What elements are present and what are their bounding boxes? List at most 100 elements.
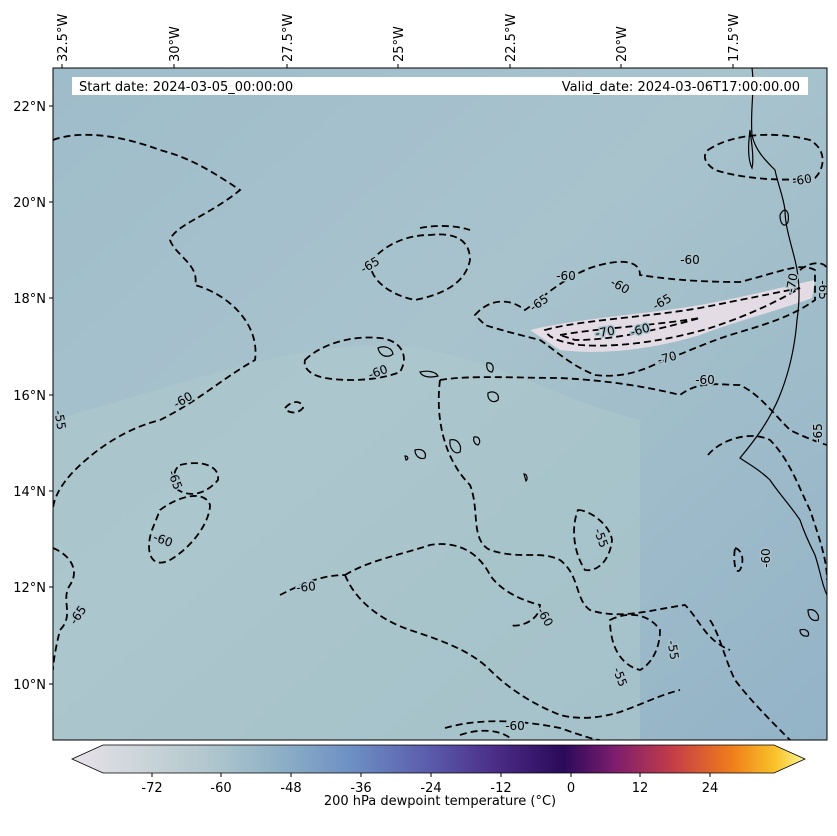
contour-line (53, 547, 75, 671)
island-outline (807, 609, 820, 622)
colorbar-tick-label: -36 (350, 781, 371, 796)
colorbar-tick-label: 24 (702, 781, 719, 796)
svg-text:-55: -55 (51, 409, 68, 431)
svg-text:-70: -70 (656, 349, 679, 368)
contour-line (344, 543, 541, 627)
colorbar-tick-label: 12 (632, 781, 649, 796)
island-outline (377, 346, 394, 357)
island-outline (486, 362, 494, 373)
colorbar-tick-label: -48 (280, 781, 301, 796)
contour-label: -70 (593, 322, 618, 342)
colorbar-tick-label: -72 (141, 781, 162, 796)
contour-label: -55 (51, 408, 70, 433)
contour-line (148, 495, 211, 564)
colorbar-label: 200 hPa dewpoint temperature (°C) (324, 794, 556, 809)
svg-text:-60: -60 (296, 579, 317, 595)
dry-air-streak (530, 280, 815, 352)
contour-line (419, 225, 471, 231)
svg-text:-65: -65 (816, 280, 830, 300)
svg-text:-65: -65 (811, 423, 825, 443)
latitude-tick-label: 18°N (13, 292, 46, 307)
coastline-segment (748, 129, 754, 170)
contour-line (799, 262, 827, 271)
contour-label: -60 (694, 372, 717, 389)
longitude-tick-label: 32.5°W (56, 14, 71, 62)
latitude-tick-label: 20°N (13, 196, 46, 211)
contour-label: -70 (782, 271, 802, 296)
contour-line (444, 720, 601, 740)
coastline (377, 68, 827, 637)
contour-label: -70 (654, 347, 680, 369)
contour-line (459, 729, 511, 739)
colorbar-tick-label: 0 (567, 781, 575, 796)
africa-coastline (739, 68, 827, 596)
svg-text:-55: -55 (664, 639, 681, 661)
contour-line (707, 435, 827, 581)
contour-line (473, 260, 816, 377)
contour-label: -60 (679, 252, 702, 269)
colorbar-ticks: -72 -60 -48 -36 -24 -12 0 12 24 (141, 773, 718, 796)
latitude-tick-label: 12°N (13, 581, 46, 596)
map-area: -65-60-60-65-60-60-65-60-60-70-70-70-65-… (51, 68, 830, 740)
longitude-tick-label: 20°W (615, 26, 630, 62)
latitude-labels: 22°N 20°N 18°N 16°N 14°N 12°N 10°N (13, 100, 46, 693)
contour-label: -60 (627, 319, 653, 341)
contour-line (543, 287, 801, 347)
svg-text:-60: -60 (680, 253, 700, 267)
contour-line (283, 401, 304, 414)
start-date-label: Start date: 2024-03-05_00:00:00 (79, 80, 293, 95)
svg-text:-70: -70 (783, 272, 800, 294)
contour-line (437, 379, 731, 651)
longitude-tick-label: 30°W (168, 26, 183, 62)
map-frame (52, 67, 828, 741)
island-outline (404, 455, 409, 461)
contour-label: -60 (504, 718, 527, 735)
island-outline (419, 370, 439, 378)
dewpoint-field-light-region (53, 345, 640, 740)
contour-line (279, 574, 346, 596)
contour-line (369, 233, 471, 301)
contour-label: -65 (815, 279, 830, 302)
date-header-box (72, 77, 808, 95)
svg-text:-60: -60 (759, 548, 773, 568)
contour-line (609, 613, 661, 671)
colorbar: -72 -60 -48 -36 -24 -12 0 12 24 200 hPa dewpoint… (71, 744, 806, 809)
contour-label: -60 (150, 529, 176, 552)
colorbar-tick-label: -12 (490, 781, 511, 796)
contour-label: -60 (555, 268, 578, 285)
island-outline (449, 439, 462, 454)
contour-label: -65 (810, 422, 827, 445)
longitude-tick-label: 27.5°W (281, 14, 296, 62)
latitude-tick-label: 22°N (13, 100, 46, 115)
svg-text:-60: -60 (505, 719, 525, 733)
contour-label: -60 (790, 170, 815, 190)
longitude-tick-label: 17.5°W (727, 14, 742, 62)
island-outline (779, 209, 790, 226)
svg-text:-60: -60 (629, 321, 652, 340)
svg-text:-70: -70 (594, 323, 616, 340)
contour-line (703, 133, 824, 181)
colorbar-tick-label: -60 (210, 781, 231, 796)
longitude-tick-label: 25°W (392, 26, 407, 62)
latitude-tick-label: 16°N (13, 389, 46, 404)
contour-label: -55 (663, 638, 683, 663)
svg-text:-60: -60 (791, 171, 813, 188)
island-outline (523, 473, 528, 483)
contour-line (53, 133, 257, 511)
longitude-labels: 32.5°W 30°W 27.5°W 25°W 22.5°W 20°W 17.5°W (49, 14, 742, 685)
latitude-tick-label: 10°N (13, 678, 46, 693)
colorbar-tick-label: -24 (420, 781, 441, 796)
contour-line (173, 462, 219, 495)
svg-text:-60: -60 (556, 269, 576, 283)
contour-line (573, 509, 613, 572)
island-outline (414, 448, 427, 460)
colorbar-bar (71, 744, 806, 774)
contour-line (709, 619, 791, 740)
island-outline (799, 628, 810, 637)
island-outline (473, 436, 481, 446)
contour-line (439, 376, 827, 446)
contour-line (559, 317, 701, 341)
contour-line (733, 546, 744, 572)
longitude-tick-label: 22.5°W (504, 14, 519, 62)
